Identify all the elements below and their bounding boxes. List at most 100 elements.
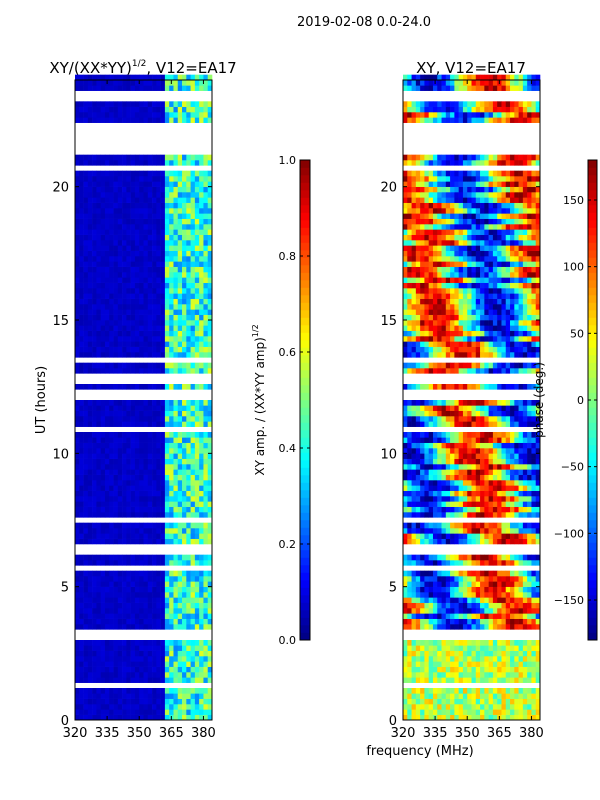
heatmap-cell <box>462 453 468 459</box>
heatmap-cell <box>424 405 429 411</box>
heatmap-cell <box>147 309 153 315</box>
heatmap-cell <box>199 272 204 278</box>
heatmap-cell <box>518 352 524 358</box>
heatmap-cell <box>186 309 191 315</box>
heatmap-cell <box>109 384 114 390</box>
heatmap-cell <box>445 442 451 449</box>
heatmap-cell <box>113 704 119 710</box>
heatmap-cell <box>497 592 502 598</box>
heatmap-cell <box>420 490 425 497</box>
heatmap-cell <box>87 85 93 91</box>
heatmap-cell <box>531 581 537 587</box>
heatmap-cell <box>484 592 489 598</box>
heatmap-cell <box>109 533 114 539</box>
heatmap-cell <box>403 464 408 470</box>
heatmap-cell <box>169 570 174 577</box>
heatmap-cell <box>104 618 110 625</box>
heatmap-cell <box>497 554 502 561</box>
heatmap-cell <box>182 224 187 230</box>
heatmap-cell <box>87 624 93 630</box>
heatmap-cell <box>104 640 110 646</box>
heatmap-cell <box>177 85 183 91</box>
heatmap-cell <box>492 522 498 529</box>
heatmap-cell <box>492 528 498 534</box>
heatmap-cell <box>156 421 161 427</box>
heatmap-cell <box>186 85 191 91</box>
heatmap-cell <box>126 554 131 561</box>
heatmap-cell <box>126 250 131 257</box>
heatmap-cell <box>117 218 123 225</box>
heatmap-cell <box>79 432 84 438</box>
heatmap-cell <box>454 368 459 374</box>
heatmap-cell <box>160 442 166 449</box>
heatmap-cell <box>126 186 131 193</box>
heatmap-cell <box>160 282 166 289</box>
heatmap-cell <box>450 368 455 374</box>
heatmap-cell <box>510 597 515 603</box>
heatmap-cell <box>139 469 144 475</box>
heatmap-cell <box>182 304 187 310</box>
heatmap-cell <box>143 640 149 646</box>
heatmap-cell <box>194 218 200 225</box>
heatmap-cell <box>186 272 191 278</box>
heatmap-cell <box>122 314 127 321</box>
heatmap-cell <box>450 714 455 721</box>
heatmap-cell <box>169 176 174 182</box>
heatmap-cell <box>117 197 123 203</box>
heatmap-cell <box>518 416 524 422</box>
heatmap-cell <box>173 666 179 673</box>
heatmap-cell <box>420 474 425 481</box>
heatmap-cell <box>420 405 425 411</box>
heatmap-cell <box>75 512 80 518</box>
heatmap-cell <box>169 362 174 369</box>
heatmap-cell <box>182 234 187 241</box>
heatmap-cell <box>143 192 149 198</box>
heatmap-cell <box>518 714 524 721</box>
heatmap-cell <box>92 474 97 481</box>
heatmap-cell <box>510 528 515 534</box>
heatmap-cell <box>113 192 119 198</box>
heatmap-cell <box>484 384 489 390</box>
heatmap-cell <box>424 592 429 598</box>
heatmap-cell <box>420 528 425 534</box>
heatmap-cell <box>156 352 161 358</box>
heatmap-cell <box>454 688 459 694</box>
heatmap-cell <box>130 362 136 369</box>
heatmap-cell <box>411 538 417 545</box>
heatmap-cell <box>134 480 140 486</box>
heatmap-cell <box>203 698 209 705</box>
heatmap-cell <box>134 656 140 662</box>
heatmap-cell <box>424 400 429 406</box>
heatmap-cell <box>199 112 204 118</box>
heatmap-cell <box>96 304 101 310</box>
heatmap-cell <box>407 645 412 651</box>
heatmap-cell <box>182 437 187 443</box>
heatmap-cell <box>203 453 209 459</box>
heatmap-cell <box>169 613 174 619</box>
heatmap-cell <box>130 592 136 598</box>
heatmap-cell <box>130 533 136 539</box>
heatmap-cell <box>411 485 417 491</box>
heatmap-cell <box>186 330 191 337</box>
heatmap-cell <box>152 112 157 118</box>
heatmap-cell <box>527 496 532 502</box>
heatmap-cell <box>199 314 204 321</box>
heatmap-cell <box>424 496 429 502</box>
heatmap-cell <box>407 474 412 481</box>
heatmap-cell <box>450 512 455 518</box>
heatmap-cell <box>403 650 408 657</box>
heatmap-cell <box>190 197 196 203</box>
heatmap-cell <box>488 352 494 358</box>
heatmap-cell <box>96 576 101 582</box>
heatmap-cell <box>492 400 498 406</box>
heatmap-cell <box>160 533 166 539</box>
heatmap-cell <box>484 458 489 465</box>
heatmap-cell <box>87 117 93 123</box>
heatmap-cell <box>122 224 127 230</box>
heatmap-cell <box>92 432 97 438</box>
heatmap-cell <box>139 437 144 443</box>
heatmap-cell <box>531 528 537 534</box>
heatmap-cell <box>475 512 481 518</box>
heatmap-cell <box>92 448 97 454</box>
heatmap-cell <box>475 496 481 502</box>
